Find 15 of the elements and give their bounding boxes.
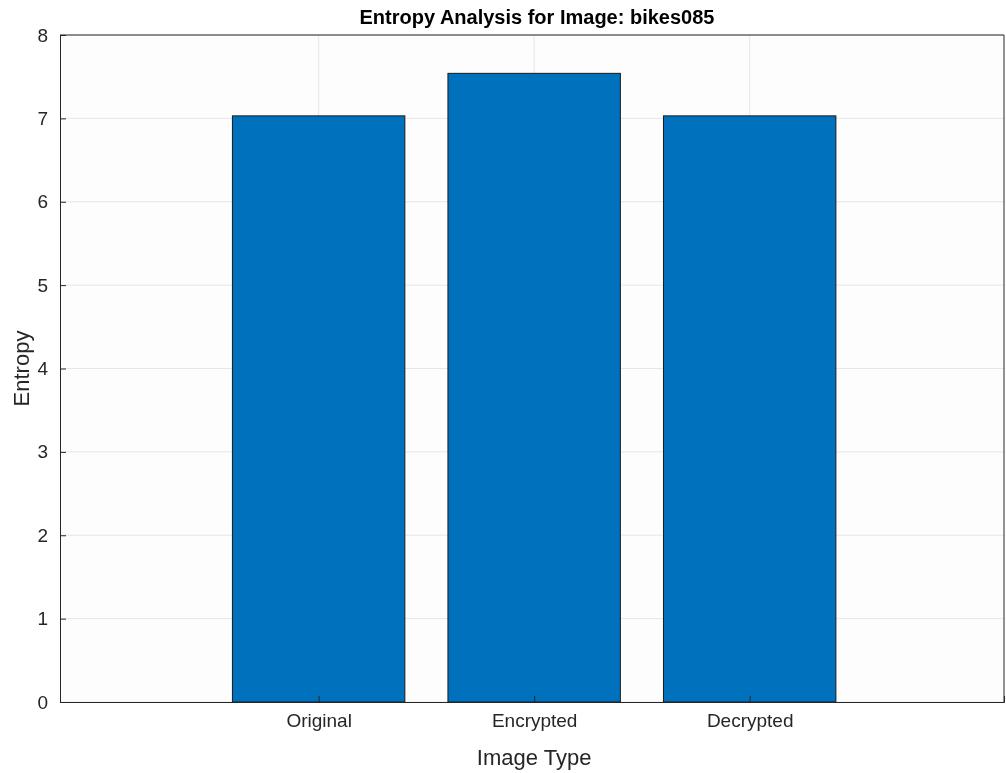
y-tick-label: 0 — [37, 691, 48, 713]
y-axis-title: Entropy — [9, 330, 34, 407]
y-tick-label: 6 — [37, 191, 48, 213]
x-tick-label: Decrypted — [706, 710, 794, 732]
x-tick-label: Original — [286, 710, 352, 732]
y-tick-label: 5 — [37, 274, 48, 296]
y-tick-label: 1 — [37, 608, 48, 630]
y-tick-label: 2 — [37, 524, 48, 546]
chart-title: Entropy Analysis for Image: bikes085 — [359, 6, 715, 28]
y-tick-label: 4 — [37, 358, 49, 380]
x-axis-title: Image Type — [476, 745, 592, 770]
y-tick-label: 3 — [37, 441, 48, 463]
y-tick-label: 8 — [37, 24, 48, 46]
y-tick-label: 7 — [37, 107, 48, 129]
x-tick-label: Encrypted — [491, 710, 578, 732]
